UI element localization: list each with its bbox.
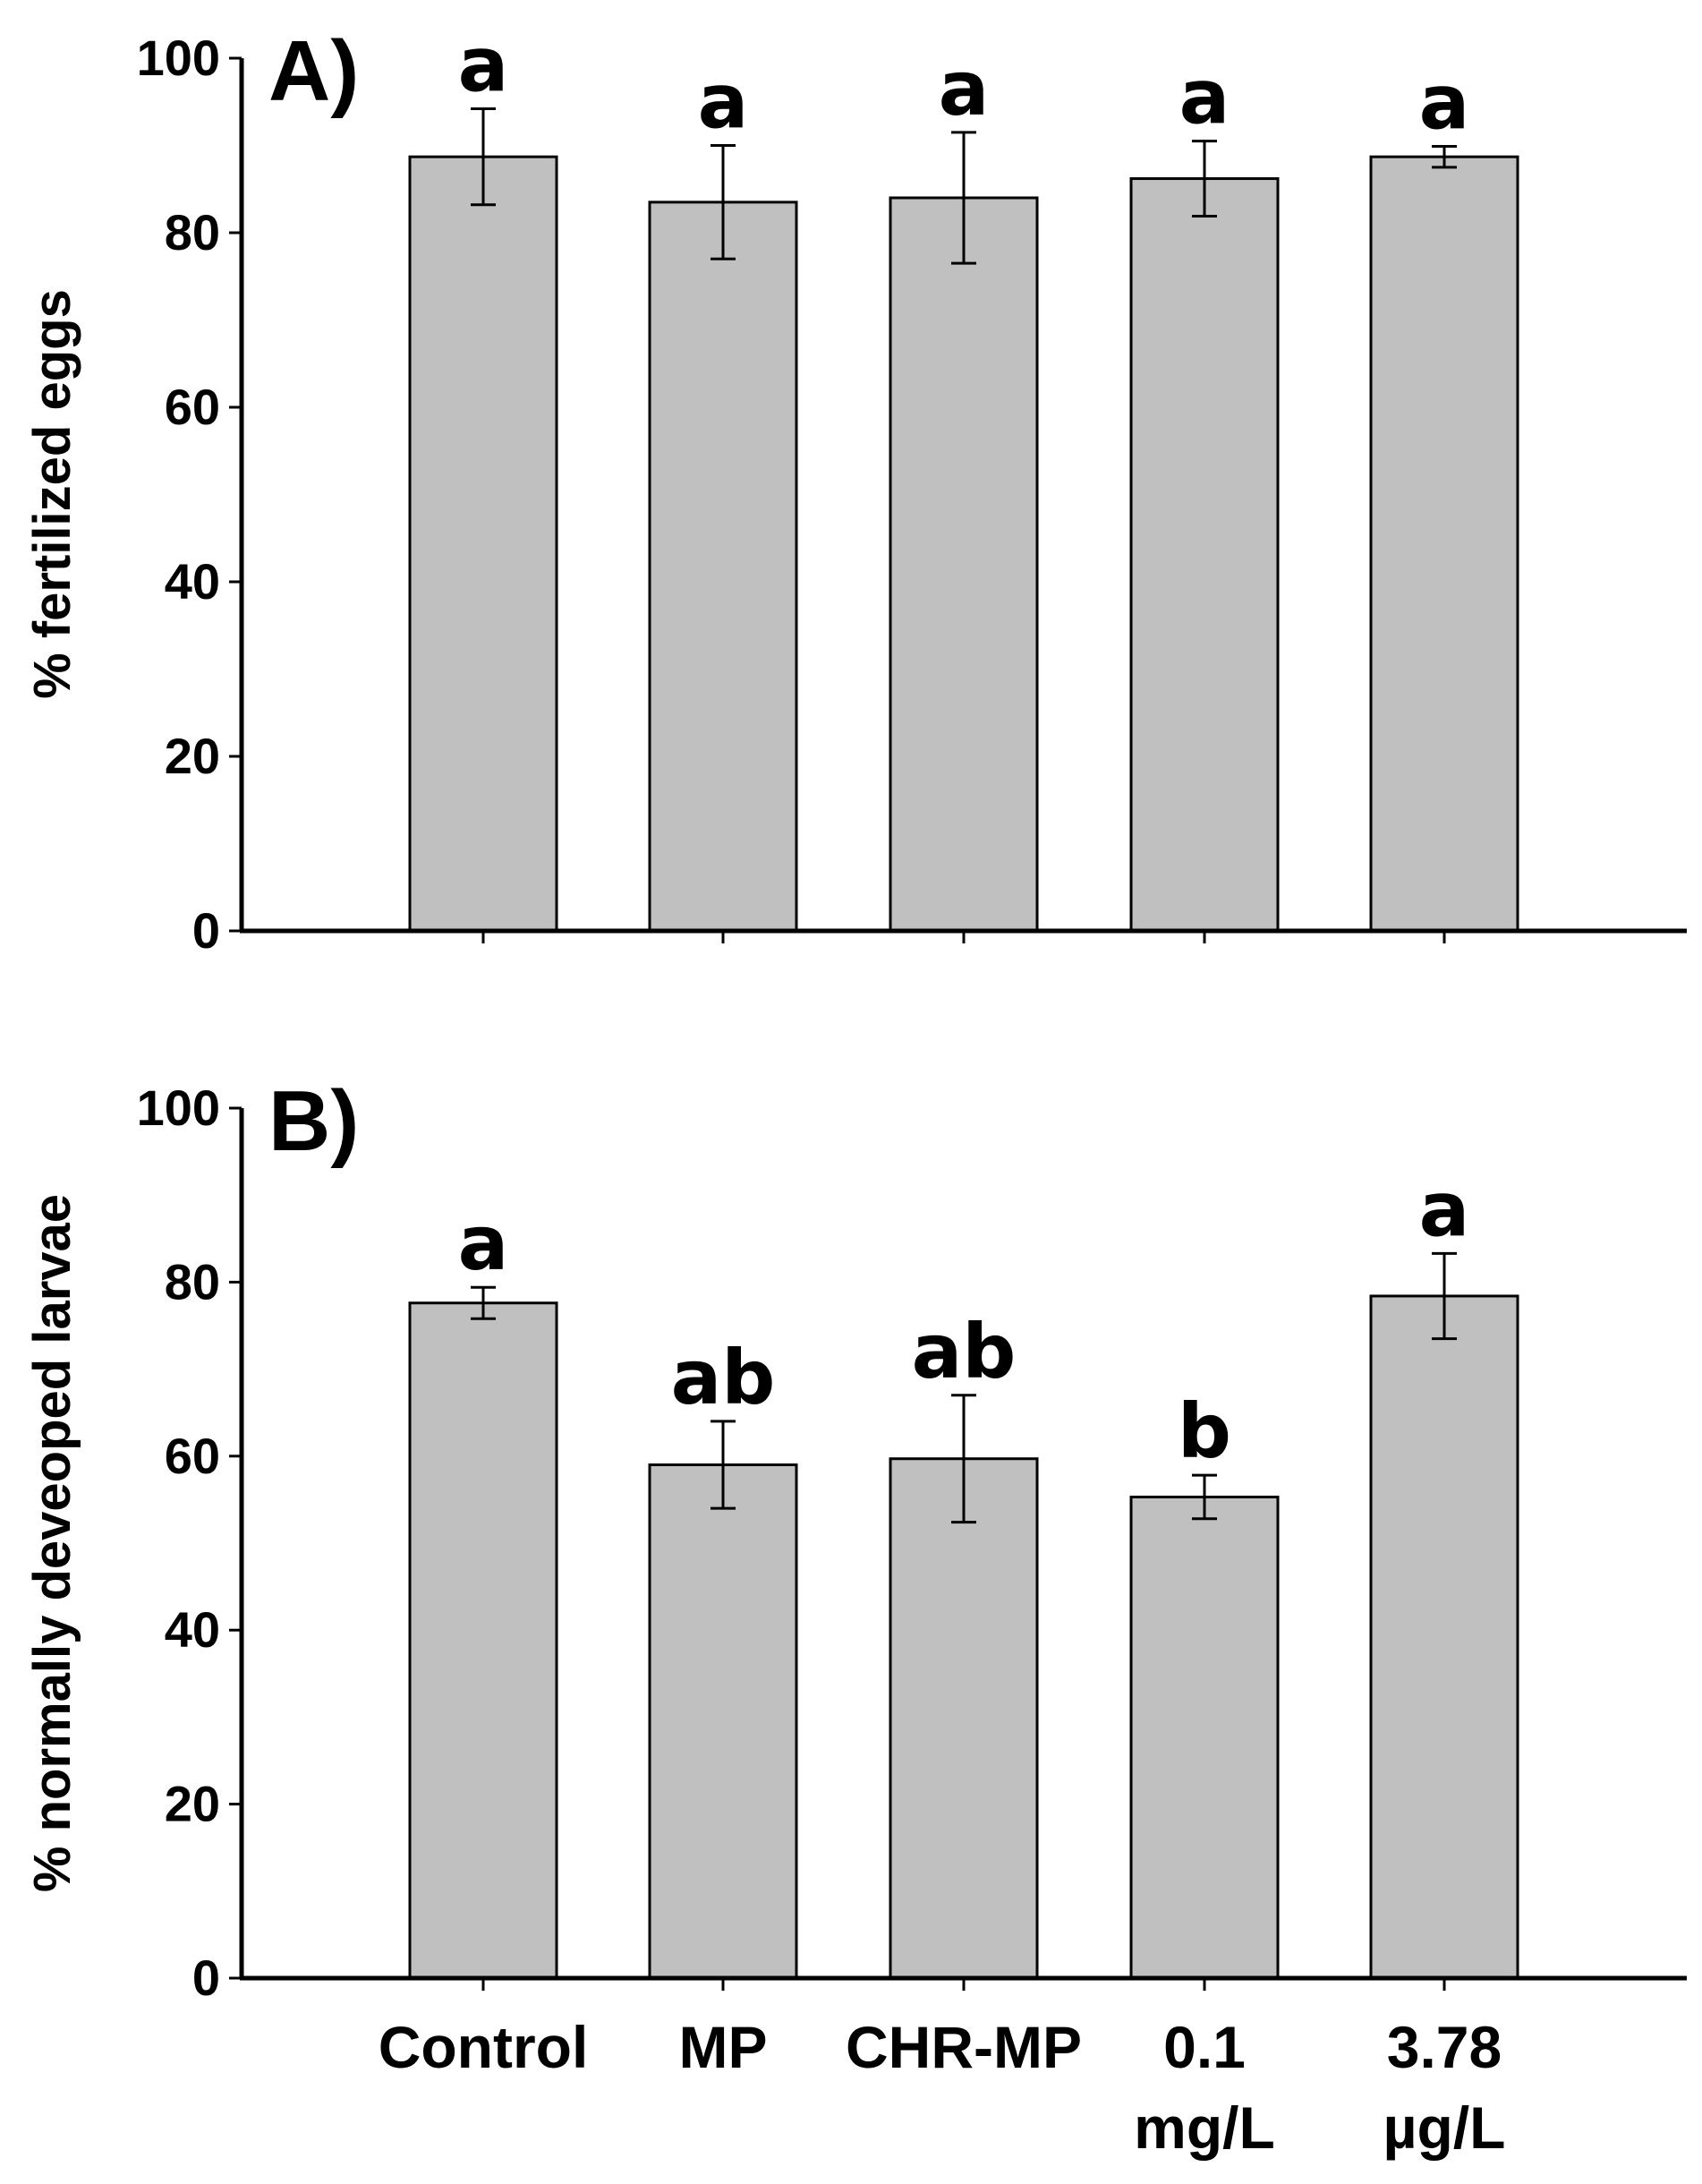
- x-category-label: 0.1: [1163, 2014, 1246, 2080]
- x-axis-category-labels: Control MP CHR-MP 0.1 mg/L 3.78 µg/L: [379, 2014, 1506, 2161]
- bar: [889, 1457, 1039, 1980]
- x-category-label: MP: [679, 2014, 768, 2080]
- y-tick-label: 0: [192, 902, 220, 959]
- bar: [1369, 155, 1519, 933]
- bar: [648, 1463, 798, 1980]
- x-category-label-unit: mg/L: [1134, 2094, 1275, 2161]
- significance-letter: a: [1419, 58, 1470, 146]
- significance-letter: a: [698, 58, 749, 146]
- significance-letter: a: [939, 45, 990, 132]
- panel-label: B): [268, 1073, 359, 1169]
- y-tick-label: 20: [165, 728, 220, 784]
- y-tick-label: 0: [192, 1949, 220, 2006]
- y-tick-label: 100: [137, 30, 220, 86]
- y-tick-label: 80: [165, 204, 220, 260]
- panel-label: A): [268, 23, 359, 119]
- y-tick-label: 100: [137, 1079, 220, 1136]
- y-tick-label: 60: [165, 379, 220, 435]
- y-tick-label: 60: [165, 1428, 220, 1484]
- significance-letter: a: [458, 1199, 509, 1287]
- significance-letter: a: [1179, 54, 1230, 141]
- bar: [648, 200, 798, 933]
- bar: [1129, 1495, 1280, 1980]
- y-axis-label: % normally deveoped larvae: [23, 1194, 81, 1892]
- y-axis-label: % fertilized eggs: [23, 289, 81, 699]
- x-category-label-unit: µg/L: [1383, 2094, 1506, 2161]
- y-tick-label: 40: [165, 553, 220, 610]
- y-tick-label: 40: [165, 1601, 220, 1658]
- x-category-label: 3.78: [1387, 2014, 1502, 2080]
- panel-a-chart: a a a a a 0 20 40 60 80 100 % fertilized eggs A): [23, 21, 1687, 959]
- bar: [1369, 1294, 1519, 1980]
- y-tick-label: 80: [165, 1253, 220, 1310]
- panel-b-chart: a ab ab b a 0 20 40 60 80 100 % normally deveoped l…: [23, 1073, 1687, 2006]
- bar: [408, 1301, 558, 1980]
- bar: [889, 196, 1039, 933]
- significance-letter: a: [1419, 1165, 1470, 1253]
- significance-letter: ab: [671, 1334, 776, 1421]
- significance-letter: b: [1178, 1387, 1231, 1475]
- significance-letter: a: [458, 21, 509, 109]
- bar: [1129, 177, 1280, 933]
- bar: [408, 155, 558, 933]
- significance-letter: ab: [912, 1308, 1017, 1395]
- x-category-label: CHR-MP: [846, 2014, 1082, 2080]
- y-tick-label: 20: [165, 1776, 220, 1832]
- x-category-label: Control: [379, 2014, 589, 2080]
